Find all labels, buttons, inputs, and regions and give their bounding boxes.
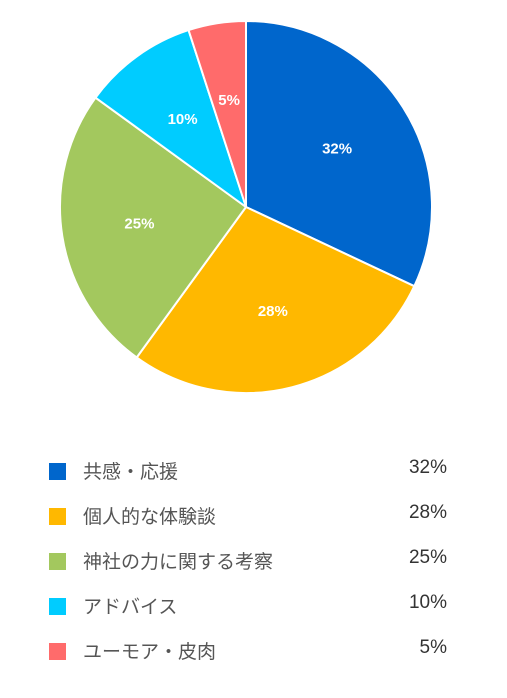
legend-value: 10% [408, 592, 447, 613]
slice-data-label: 25% [124, 215, 154, 232]
pie-slice [94, 29, 247, 208]
pie-slice [135, 206, 416, 394]
legend: 共感・応援 32% 個人的な体験談 28% 神社の力に関する考察 25% アドバ… [49, 453, 449, 678]
pie-slice [59, 96, 247, 359]
pie-chart: 32% 28% 25% 10% 5% [59, 20, 433, 394]
legend-swatch [49, 553, 66, 570]
pie-slice [187, 20, 247, 208]
slice-data-label: 5% [218, 92, 240, 109]
slice-data-label: 32% [322, 141, 352, 158]
legend-label: 神社の力に関する考察 [83, 551, 274, 573]
legend-label: 共感・応援 [83, 461, 179, 483]
legend-value: 28% [408, 502, 447, 523]
slice-data-label: 10% [168, 111, 198, 128]
legend-label: ユーモア・皮肉 [83, 641, 217, 663]
legend-swatch [49, 508, 66, 525]
legend-label: アドバイス [83, 596, 178, 618]
legend-item: 神社の力に関する考察 25% [49, 543, 449, 588]
slice-data-label: 28% [258, 303, 288, 320]
pie-slice [245, 20, 433, 288]
legend-swatch [49, 643, 66, 660]
legend-item: 個人的な体験談 28% [49, 498, 449, 543]
legend-swatch [49, 598, 66, 615]
legend-value: 5% [419, 637, 447, 658]
legend-item: アドバイス 10% [49, 588, 449, 633]
legend-item: ユーモア・皮肉 5% [49, 633, 449, 678]
legend-label: 個人的な体験談 [83, 506, 217, 528]
legend-value: 32% [408, 457, 447, 478]
legend-swatch [49, 463, 66, 480]
legend-item: 共感・応援 32% [49, 453, 449, 498]
legend-value: 25% [408, 547, 447, 568]
